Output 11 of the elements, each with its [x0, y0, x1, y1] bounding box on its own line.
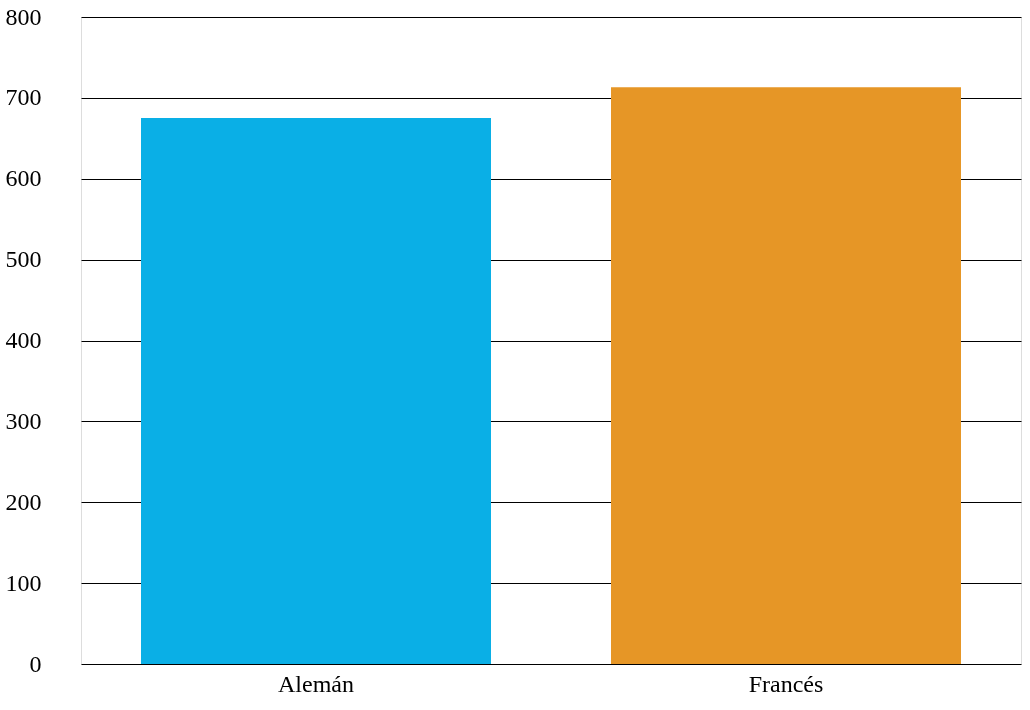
y-tick-label: 300 — [5, 407, 42, 434]
y-tick-label: 500 — [5, 246, 42, 273]
y-tick-label: 200 — [5, 488, 42, 515]
y-tick-label: 400 — [5, 327, 42, 353]
x-tick-label: Francés — [748, 670, 824, 697]
y-tick-label: 800 — [5, 3, 42, 30]
y-tick-label: 700 — [5, 84, 42, 111]
x-tick-label: Alemán — [278, 670, 354, 697]
y-tick-label: 600 — [5, 165, 42, 192]
y-tick-label: 100 — [5, 569, 42, 596]
y-tick-label: 0 — [29, 650, 42, 677]
